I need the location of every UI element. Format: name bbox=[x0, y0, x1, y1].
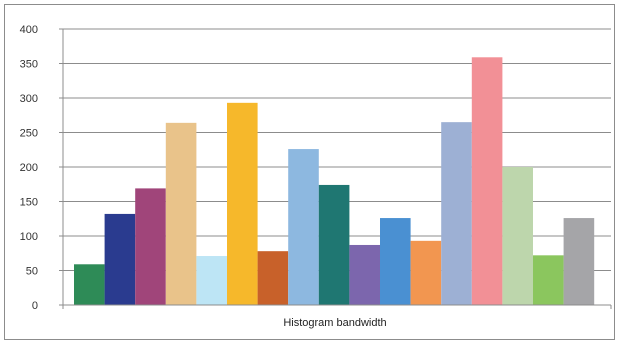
tick-labels: 0 50 100 150 200 250 300 350 400 bbox=[20, 24, 38, 312]
bar bbox=[410, 240, 442, 305]
bar bbox=[104, 213, 136, 305]
x-axis-title: Histogram bandwidth bbox=[283, 317, 386, 329]
y-tick-label: 50 bbox=[26, 266, 38, 278]
bar bbox=[533, 255, 564, 305]
bar bbox=[471, 57, 503, 305]
bar bbox=[349, 244, 380, 305]
bar bbox=[288, 149, 319, 305]
bar bbox=[380, 218, 411, 305]
y-tick-label: 200 bbox=[20, 162, 38, 174]
bar bbox=[318, 184, 350, 305]
y-tick-label: 100 bbox=[20, 231, 38, 243]
chart-frame: 0 50 100 150 200 250 300 350 400 Histogram bandw… bbox=[4, 4, 615, 340]
y-tick-label: 350 bbox=[20, 59, 38, 71]
bars bbox=[74, 57, 595, 306]
y-tick-label: 0 bbox=[32, 300, 38, 312]
y-tick-label: 250 bbox=[20, 128, 38, 140]
bar bbox=[135, 188, 166, 305]
y-tick-label: 400 bbox=[20, 24, 38, 36]
y-tick-label: 300 bbox=[20, 93, 38, 105]
axes bbox=[59, 28, 612, 309]
y-tick-label: 150 bbox=[20, 197, 38, 209]
bar bbox=[196, 256, 227, 305]
bar bbox=[257, 251, 289, 305]
bar bbox=[165, 122, 197, 305]
bar bbox=[74, 264, 105, 305]
bar bbox=[502, 167, 533, 305]
histogram-chart: 0 50 100 150 200 250 300 350 400 Histogram bandw… bbox=[20, 24, 612, 329]
bar bbox=[563, 218, 595, 305]
bar bbox=[227, 102, 258, 305]
bar bbox=[441, 122, 472, 306]
